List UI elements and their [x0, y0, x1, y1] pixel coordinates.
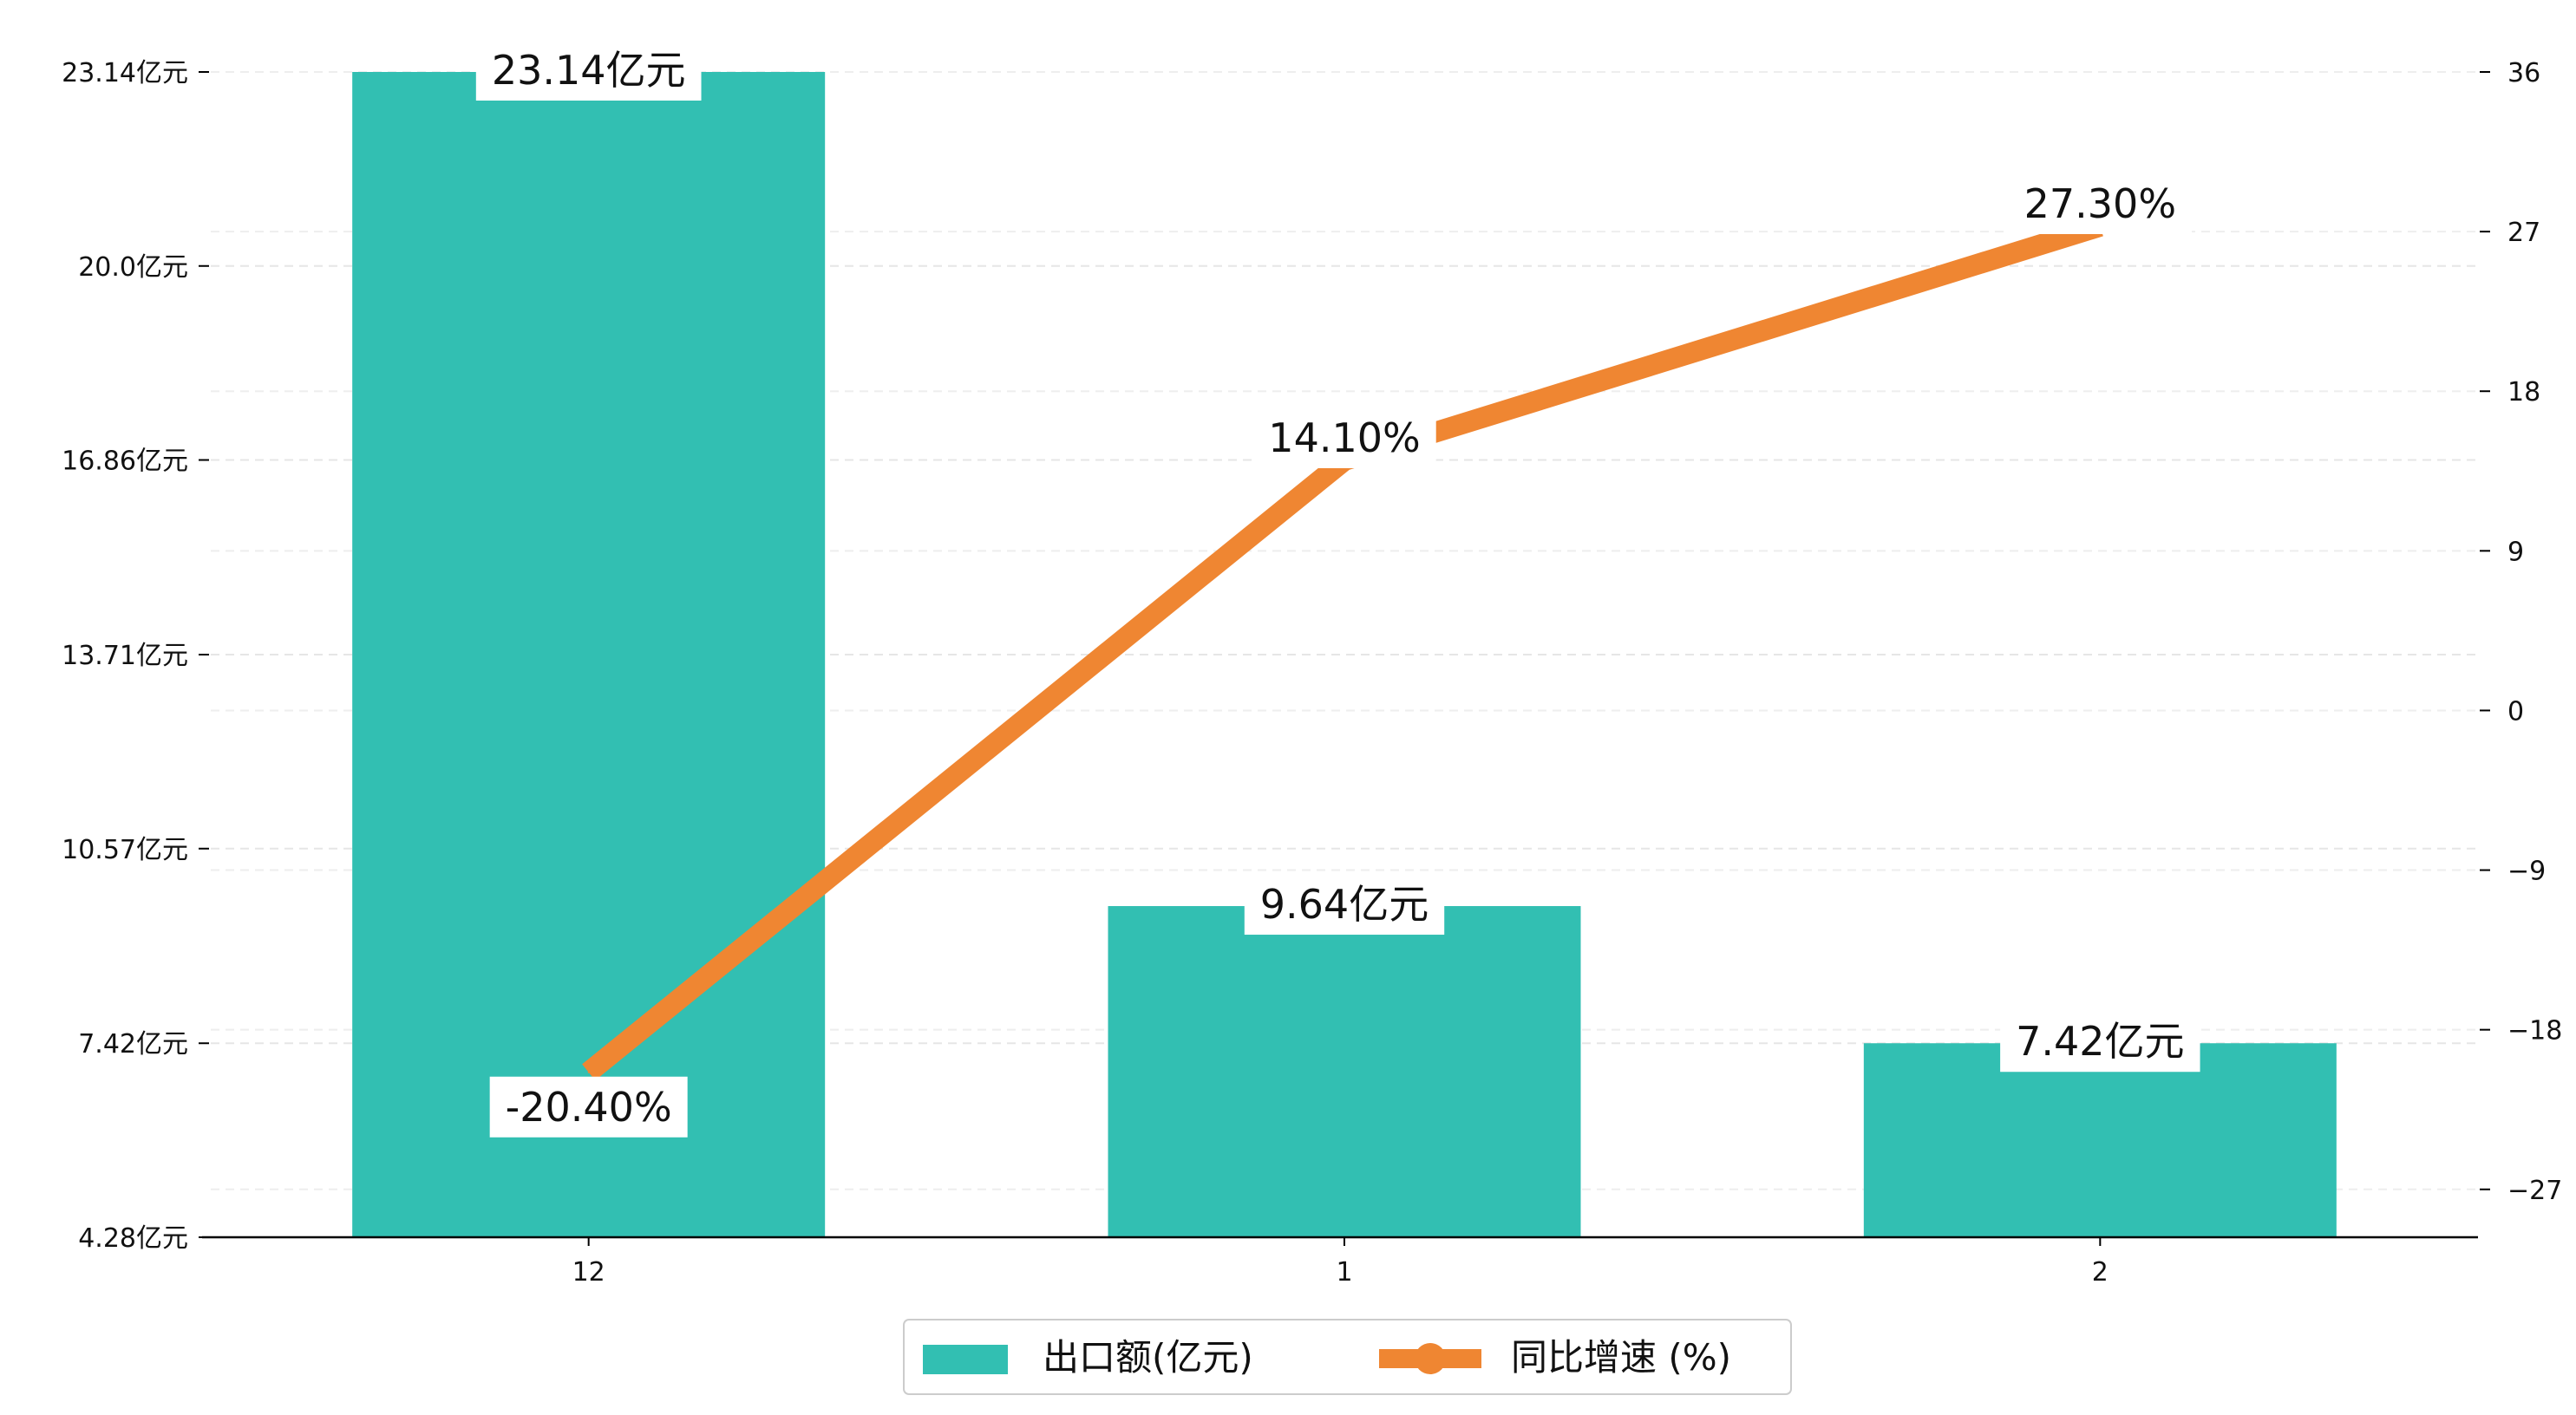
y-left-tick-label: 13.71亿元: [62, 641, 188, 671]
bar-value-label-1-box: [1244, 874, 1445, 936]
line-value-label-2: 27.30%: [2008, 173, 2193, 234]
bar-value-label-2: 7.42亿元: [2000, 1011, 2200, 1073]
y-right-tick-label: 9: [2507, 537, 2524, 567]
y-left-tick-label: 10.57亿元: [62, 835, 188, 865]
legend-label-bar: 出口额(亿元): [1043, 1336, 1253, 1379]
y-right-tick-label: 18: [2507, 377, 2540, 408]
x-tick-label: 12: [572, 1257, 605, 1288]
bar-value-label-12-box: [475, 40, 702, 101]
y-left-tick-label: 16.86亿元: [62, 447, 188, 477]
bar-value-label-1: 9.64亿元: [1244, 874, 1445, 936]
bar-value-label-12-text: 23.14亿元: [492, 47, 686, 94]
y-left-tick-label: 20.0亿元: [78, 252, 188, 283]
bar-export-2: [1863, 1043, 2337, 1237]
line-value-label-12-box: [489, 1076, 688, 1138]
line-point-12: [587, 1071, 590, 1073]
y-right-tick-label: −27: [2507, 1176, 2562, 1206]
y-right-tick-label: 36: [2507, 58, 2540, 88]
y-right-tick-label: −18: [2507, 1016, 2562, 1047]
legend-swatch-bar: [923, 1345, 1008, 1374]
x-tick-label: 2: [2092, 1257, 2109, 1288]
legend-label-line: 同比增速 (%): [1511, 1336, 1731, 1379]
y-left-tick-label: 4.28亿元: [78, 1223, 188, 1254]
y-right-tick-label: −9: [2507, 857, 2546, 887]
bar-export-1: [1108, 906, 1581, 1237]
line-value-label-1-text: 14.10%: [1268, 414, 1420, 461]
y-right-tick-label: 27: [2507, 218, 2540, 248]
axes: 12 1 24.28亿元7.42亿元10.57亿元13.71亿元16.86亿元20.…: [62, 58, 2562, 1288]
bar-value-label-1-text: 9.64亿元: [1260, 881, 1429, 928]
line-value-label-2-text: 27.30%: [2024, 180, 2176, 227]
line-value-label-1: 14.10%: [1252, 408, 1436, 468]
line-value-label-12: -20.40%: [489, 1076, 688, 1138]
bar-value-label-12: 23.14亿元: [475, 40, 702, 101]
bar-value-label-2-text: 7.42亿元: [2016, 1018, 2184, 1065]
bar-value-label-2-box: [2000, 1011, 2200, 1073]
data-labels: 23.14亿元 9.64亿元 7.42亿元 -20.40% 14.10% 27.30%: [475, 40, 2200, 1138]
x-tick-label: 1: [1336, 1257, 1352, 1288]
y-right-tick-label: 0: [2507, 696, 2524, 727]
line-value-label-1-box: [1252, 408, 1436, 468]
bar-series: [352, 72, 2337, 1237]
line-value-label-12-text: -20.40%: [506, 1084, 672, 1131]
y-left-tick-label: 7.42亿元: [78, 1029, 188, 1060]
legend: 出口额(亿元) 同比增速 (%): [903, 1319, 1792, 1395]
legend-box: [903, 1319, 1792, 1395]
y-left-tick-label: 23.14亿元: [62, 58, 188, 88]
bar-export-12: [352, 72, 826, 1237]
line-value-label-2-box: [2008, 173, 2193, 234]
legend-swatch-marker: [1415, 1343, 1446, 1374]
